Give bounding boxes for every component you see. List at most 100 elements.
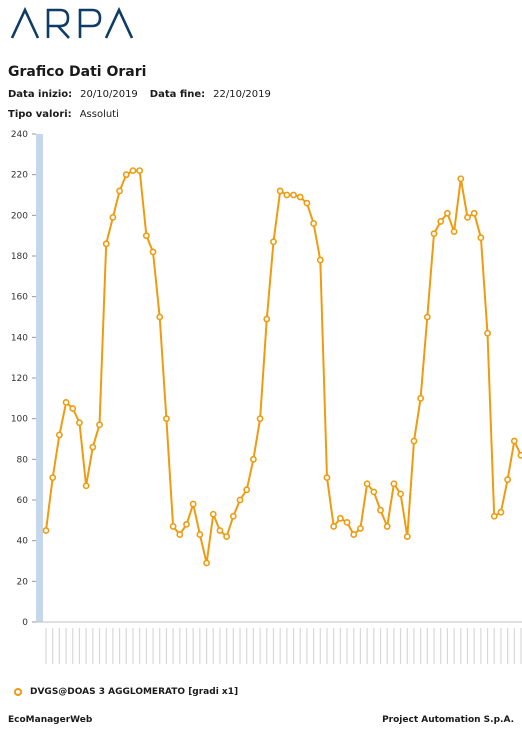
data-point — [417, 394, 425, 402]
data-point — [116, 187, 123, 195]
data-point — [350, 531, 358, 538]
data-point — [243, 486, 251, 494]
hourly-line-chart: 0 20 40 60 80 100 120 140 160 180 200 220 240 — [11, 130, 522, 664]
data-point — [270, 238, 277, 246]
data-point — [377, 506, 384, 514]
data-point — [122, 171, 130, 179]
data-point — [323, 474, 331, 482]
data-point — [423, 313, 431, 321]
y-tick-label: 20 — [17, 577, 29, 587]
y-tick-label: 60 — [17, 496, 29, 506]
data-point — [484, 329, 491, 337]
data-point — [504, 476, 512, 484]
data-point — [156, 313, 164, 321]
data-point — [42, 527, 50, 534]
data-point — [142, 232, 150, 240]
data-point — [236, 496, 244, 504]
y-tick-label: 180 — [11, 252, 28, 262]
data-point — [163, 415, 170, 423]
y-tick-label: 160 — [11, 293, 28, 303]
end-date-label: Data fine: — [149, 89, 206, 100]
data-point — [183, 520, 190, 528]
data-point — [276, 187, 284, 195]
data-point — [82, 482, 90, 490]
data-point — [109, 213, 117, 221]
data-point — [363, 480, 371, 488]
data-point — [249, 455, 257, 463]
data-point — [477, 234, 485, 242]
data-point — [410, 437, 418, 445]
data-point — [55, 431, 63, 439]
series-line — [45, 169, 522, 564]
value-type-label: Tipo valori: — [8, 109, 72, 120]
data-point — [62, 398, 70, 406]
data-point — [437, 218, 445, 225]
value-type: Tipo valori: Assoluti — [8, 109, 119, 120]
data-point — [149, 248, 157, 256]
data-point — [223, 533, 231, 540]
value-type-value: Assoluti — [79, 109, 119, 120]
start-date-value: 20/10/2019 — [80, 89, 138, 100]
data-point — [136, 167, 144, 174]
data-point — [129, 167, 137, 174]
data-point — [370, 488, 378, 496]
data-point — [517, 451, 522, 459]
start-date-label: Data inizio: — [8, 89, 73, 100]
data-point — [203, 559, 210, 567]
y-tick-label: 220 — [11, 171, 28, 181]
end-date-value: 22/10/2019 — [213, 89, 271, 100]
data-point — [397, 490, 404, 498]
y-tick-label: 80 — [17, 455, 29, 465]
y-tick-label: 0 — [22, 618, 28, 628]
data-point — [256, 415, 264, 423]
data-point — [450, 228, 458, 235]
data-point — [263, 315, 271, 323]
data-point — [176, 531, 184, 538]
data-point — [96, 421, 103, 429]
data-point — [336, 514, 344, 522]
data-point — [290, 191, 297, 199]
data-point — [490, 512, 498, 520]
data-point — [444, 209, 451, 217]
data-point — [357, 525, 364, 532]
y-tick-label: 120 — [11, 374, 28, 384]
y-axis-band — [36, 134, 43, 622]
data-point — [209, 510, 217, 518]
data-point — [189, 500, 197, 508]
legend[interactable]: DVGS@DOAS 3 AGGLOMERATO [gradi x1] — [14, 687, 238, 697]
data-point — [69, 405, 77, 412]
data-point — [430, 230, 438, 238]
data-point — [343, 518, 351, 526]
data-point — [229, 512, 237, 520]
y-tick-label: 40 — [17, 537, 29, 547]
footer-company: Project Automation S.p.A. — [382, 715, 514, 725]
data-point — [383, 523, 391, 530]
data-point — [216, 527, 224, 534]
y-tick-label: 100 — [11, 415, 28, 425]
data-point — [169, 523, 177, 530]
data-point — [49, 474, 57, 482]
footer-app-name: EcoManagerWeb — [8, 715, 93, 725]
data-point — [102, 240, 110, 248]
y-tick-label: 240 — [11, 130, 28, 140]
y-tick-label: 140 — [11, 333, 28, 343]
data-point — [283, 191, 291, 199]
data-point — [303, 199, 311, 207]
data-point — [464, 213, 471, 221]
data-point — [296, 193, 304, 201]
data-point — [310, 220, 318, 227]
arpa-logo — [10, 6, 134, 39]
page-title: Grafico Dati Orari — [8, 64, 147, 80]
data-point — [457, 175, 465, 183]
data-point — [510, 437, 518, 445]
data-point — [316, 256, 324, 264]
data-point — [470, 209, 478, 217]
data-point — [390, 480, 398, 488]
data-point — [497, 508, 505, 516]
data-point — [89, 443, 97, 451]
data-point — [196, 531, 204, 538]
data-point — [330, 523, 338, 530]
data-point — [403, 533, 411, 540]
legend-marker — [14, 688, 22, 696]
legend-label: DVGS@DOAS 3 AGGLOMERATO [gradi x1] — [30, 687, 239, 697]
